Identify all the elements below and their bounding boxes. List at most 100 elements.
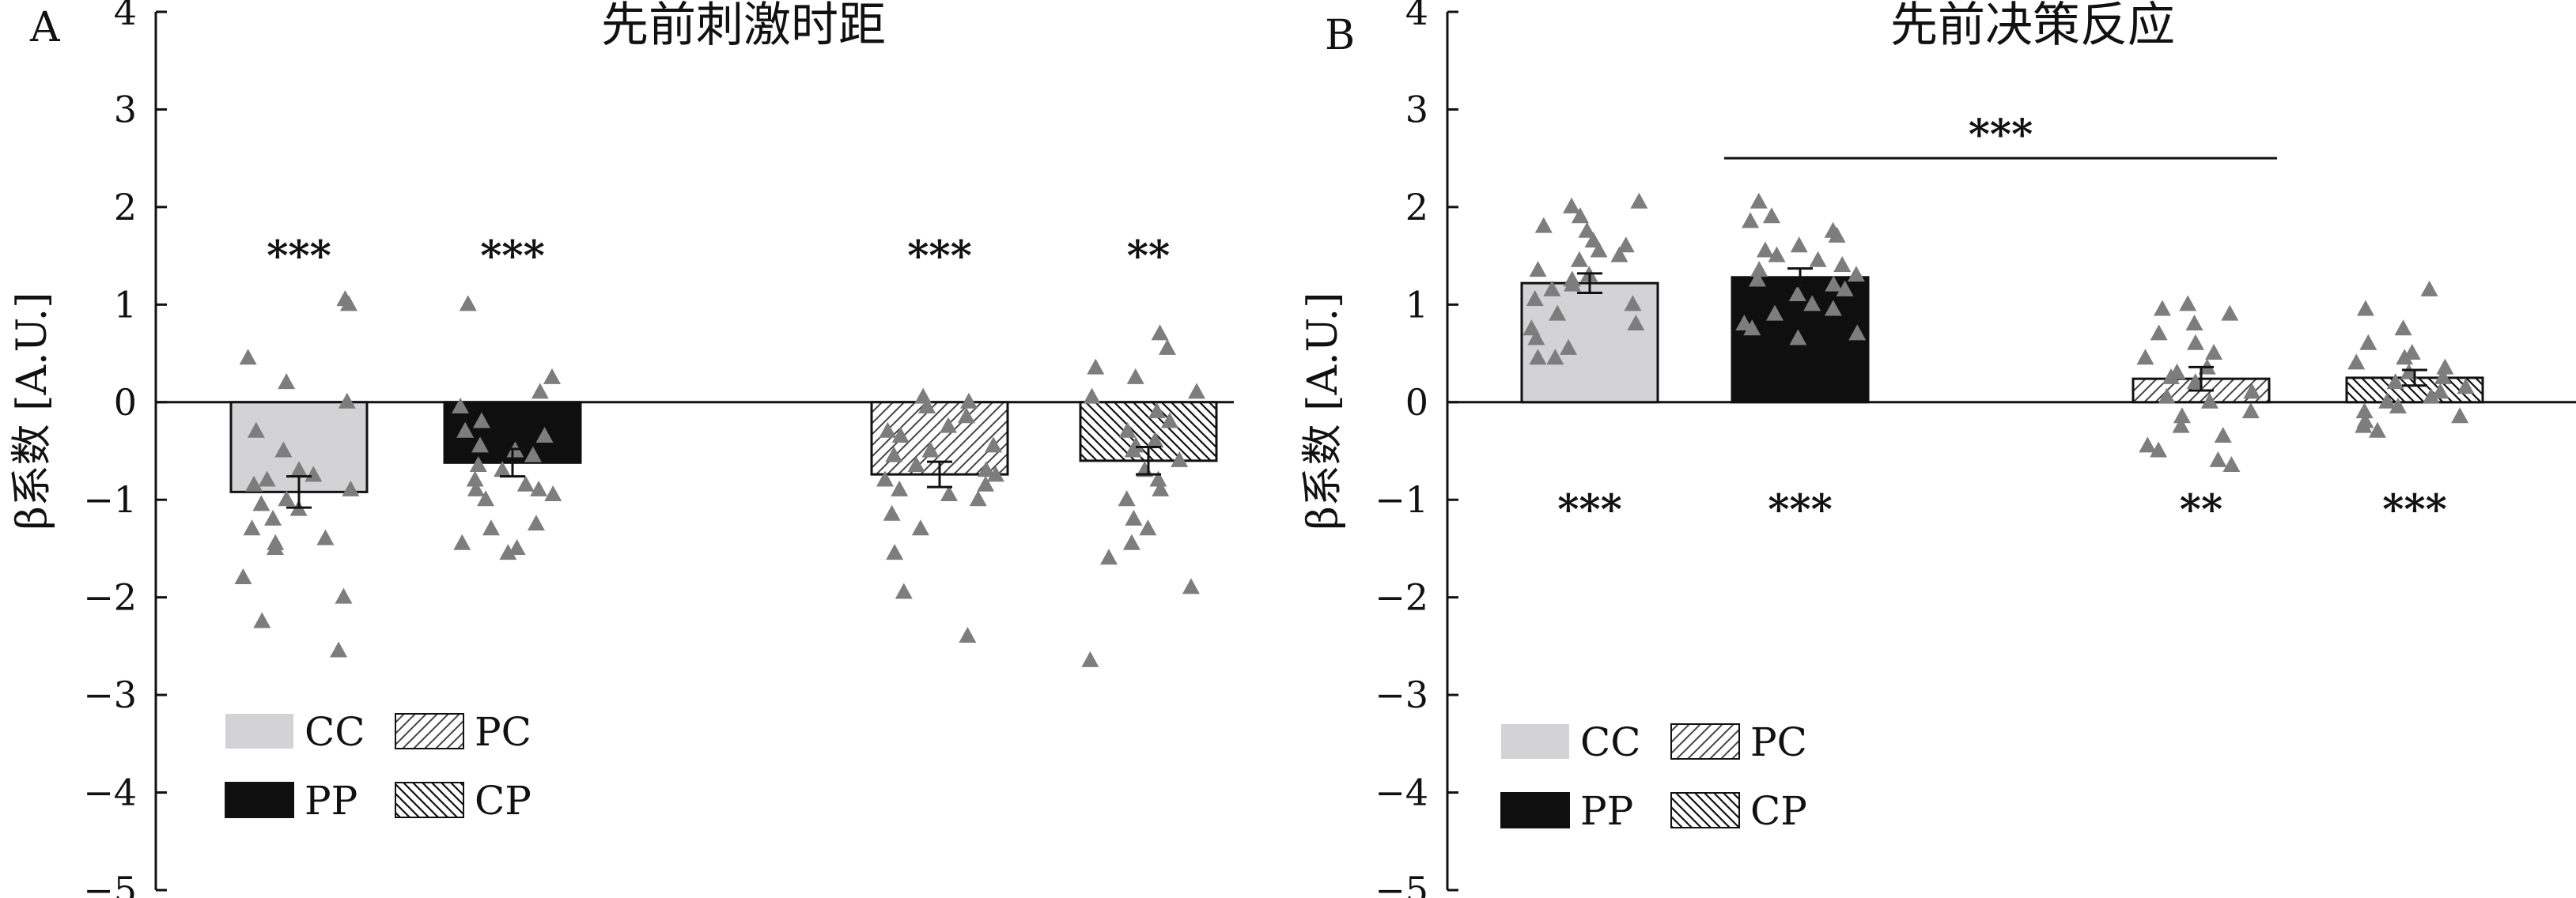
data-point (469, 456, 487, 473)
data-point (886, 544, 904, 560)
data-point (508, 538, 526, 555)
data-point (243, 519, 261, 536)
data-point (879, 421, 897, 438)
data-point (1610, 246, 1628, 262)
data-point (2179, 295, 2197, 311)
data-point (239, 349, 257, 365)
y-tick-label: 4 (1405, 0, 1428, 33)
significance-label: *** (907, 232, 972, 281)
data-point (1743, 319, 1761, 336)
data-point (939, 417, 957, 433)
data-point (2389, 397, 2407, 413)
data-point (339, 295, 357, 311)
data-point (2347, 353, 2366, 370)
data-point (338, 392, 356, 409)
data-point (2172, 417, 2190, 433)
y-tick-label: 3 (114, 88, 137, 130)
data-point (1160, 412, 1178, 428)
data-point (1768, 246, 1786, 262)
data-point (305, 466, 323, 482)
data-point (278, 490, 296, 507)
data-point (2422, 387, 2440, 404)
data-point (1118, 490, 1136, 507)
data-point (516, 475, 535, 492)
data-point (2394, 319, 2412, 336)
data-point (959, 392, 978, 409)
data-point (466, 470, 484, 487)
y-tick-label: −2 (83, 576, 137, 619)
data-point (459, 295, 477, 311)
data-point (1742, 212, 1760, 228)
data-point (2457, 378, 2475, 394)
y-tick-label: 0 (1405, 381, 1428, 424)
data-point (274, 441, 293, 458)
significance-label: ** (2180, 486, 2222, 534)
data-point (2158, 387, 2176, 404)
chart-title: 先前决策反应 (1890, 0, 2175, 53)
significance-label: *** (1557, 486, 1622, 534)
legend-swatch-cc (1501, 724, 1569, 759)
data-point (918, 397, 936, 413)
data-point (1125, 509, 1143, 526)
data-point (1788, 285, 1806, 301)
legend-label: PP (1580, 788, 1633, 834)
data-point (1546, 349, 1564, 365)
data-point (2378, 392, 2396, 409)
data-point (1570, 251, 1588, 267)
data-point (2173, 407, 2191, 424)
y-tick-label: 1 (1405, 283, 1428, 326)
data-point (531, 383, 549, 399)
data-point (544, 485, 562, 502)
data-point (1118, 421, 1137, 438)
data-point (477, 490, 495, 507)
legend-label: CC (305, 709, 365, 755)
data-point (453, 534, 471, 550)
legend-swatch-pp (1500, 792, 1570, 828)
significance-label: *** (480, 232, 545, 281)
data-point (1152, 480, 1170, 496)
data-point (1617, 236, 1635, 253)
data-point (1627, 315, 1645, 331)
data-point (977, 475, 995, 492)
legend-label: CP (1750, 788, 1807, 834)
y-tick-label: 0 (114, 381, 137, 424)
data-point (1750, 261, 1768, 277)
data-point (959, 627, 977, 643)
data-point (1825, 275, 1843, 292)
data-point (1624, 295, 1642, 311)
legend-swatch-pp (225, 782, 294, 818)
data-point (1527, 329, 1545, 345)
data-point (1171, 451, 1189, 467)
data-point (245, 475, 263, 492)
data-point (2434, 368, 2452, 384)
legend-label: CP (475, 778, 531, 824)
data-point (986, 466, 1004, 482)
legend-label: CC (1580, 719, 1641, 765)
data-point (2436, 358, 2454, 375)
data-point (472, 412, 490, 428)
data-point (1563, 197, 1581, 213)
data-point (2359, 334, 2377, 350)
data-point (2431, 383, 2449, 399)
data-point (2386, 373, 2404, 390)
legend-label: PP (305, 778, 357, 824)
data-point (2139, 436, 2157, 453)
data-point (2162, 368, 2180, 384)
panel-label: B (1325, 12, 1355, 59)
data-point (2186, 373, 2204, 390)
y-tick-label: −3 (1375, 674, 1428, 716)
data-point (977, 461, 995, 477)
data-point (1836, 280, 1854, 296)
data-point (921, 441, 940, 458)
data-point (252, 495, 270, 511)
data-point (1749, 192, 1768, 209)
y-tick-label: 1 (114, 283, 137, 326)
y-tick-label: −3 (83, 674, 137, 716)
y-axis-label: β系数 [A.U.] (9, 292, 56, 530)
data-point (253, 612, 271, 628)
data-point (1543, 280, 1561, 296)
data-point (2186, 334, 2204, 350)
